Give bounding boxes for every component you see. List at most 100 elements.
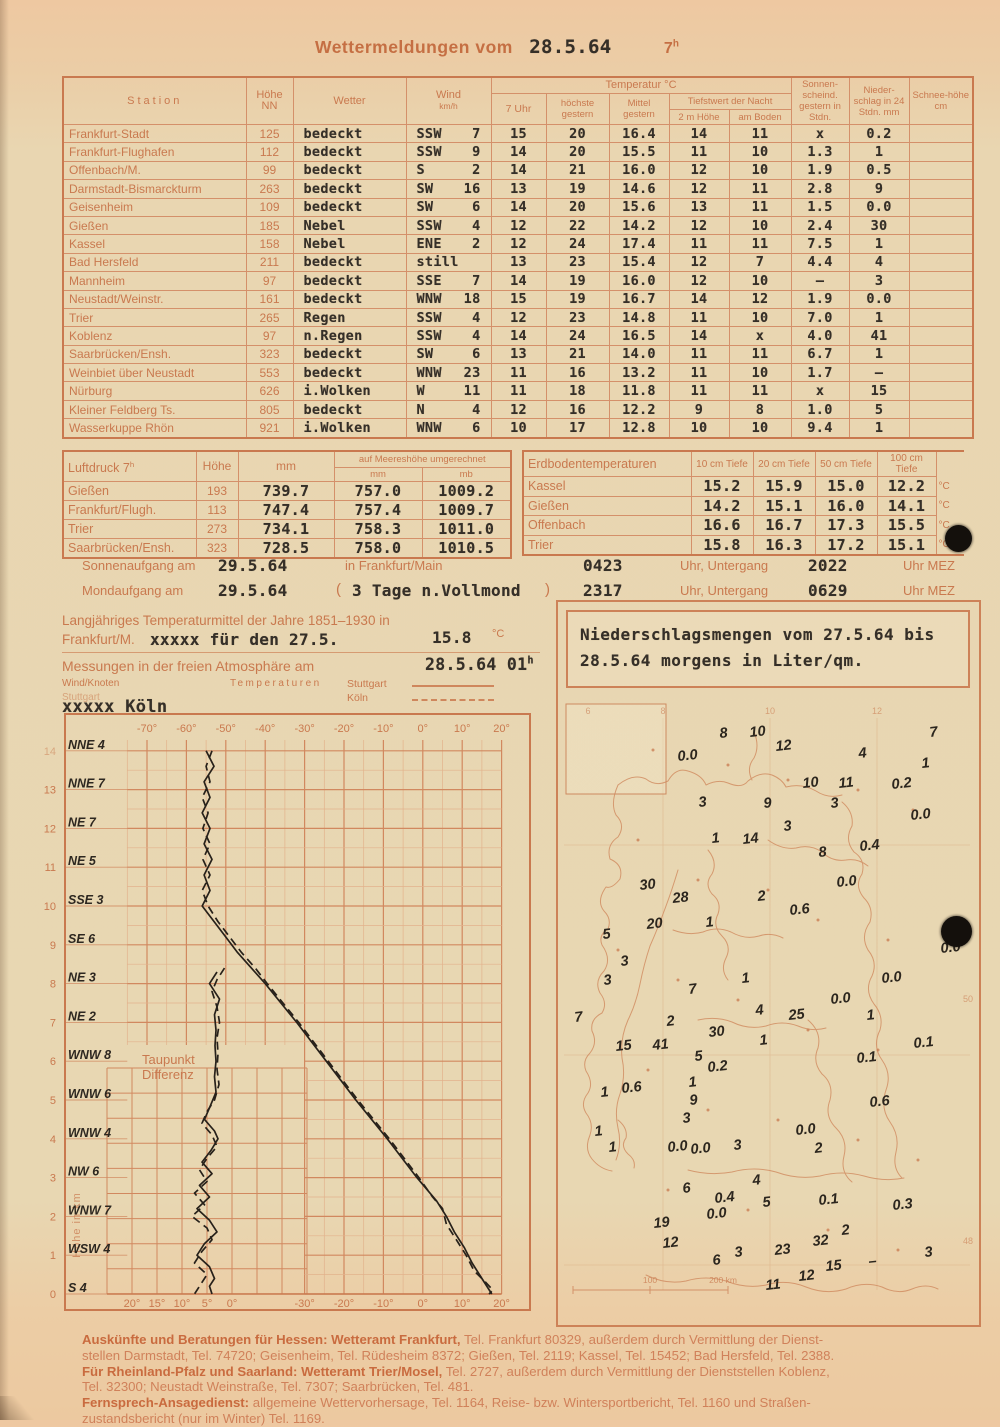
pressure-col-hoehe: Höhe xyxy=(195,450,239,482)
dew-axis-tick: 15° xyxy=(149,1298,166,1310)
pressure-row: Frankfurt/Flugh. 113 747.4 757.4 1009.7 xyxy=(62,500,512,520)
wind-direction: SW xyxy=(416,180,434,197)
freeatmo-label: Messungen in der freien Atmosphäre am xyxy=(62,658,315,674)
precip-value: 6 xyxy=(682,1180,693,1197)
snow-depth xyxy=(908,326,974,346)
col-sonnenschein: Sonnen-scheind. gestern in Stdn. xyxy=(790,76,850,125)
footer-bold-lead: Fernsprech-Ansagedienst: xyxy=(82,1395,250,1411)
temp-max: 21 xyxy=(545,160,610,181)
temp-mean: 12.2 xyxy=(608,399,670,420)
temp-min-ground: 10 xyxy=(728,160,792,181)
precipitation-mm: 5 xyxy=(848,399,910,420)
temp-min-2m: 12 xyxy=(668,252,730,273)
precip-value: 32 xyxy=(812,1232,830,1250)
height-km-tick: 11 xyxy=(45,862,56,874)
temp-7uhr: 12 xyxy=(490,215,547,236)
station-name: Nürburg xyxy=(62,381,247,401)
wind-direction: ENE xyxy=(416,236,442,253)
chart-axis-labels: -70° -60° -50° -40° -30° -20° -10° 0° 10° 20°20° 1… xyxy=(44,723,510,1310)
height-km-tick: 8 xyxy=(50,979,56,991)
climate-value: 15.8 xyxy=(432,628,472,647)
top-axis-tick: -20° xyxy=(334,723,354,735)
precip-value: 10 xyxy=(802,774,820,792)
taupunkt-label: Differenz xyxy=(142,1067,194,1082)
weather-condition: Nebel xyxy=(292,215,407,236)
pressure-mm: 734.1 xyxy=(237,519,335,539)
snow-depth xyxy=(908,344,974,365)
station-elevation: 263 xyxy=(245,179,294,199)
temp-7uhr: 13 xyxy=(490,252,547,273)
soil-20cm: 15.1 xyxy=(752,495,816,516)
snow-depth xyxy=(908,142,974,162)
wind-speed: 7 xyxy=(472,125,481,142)
temp-min-2m: 11 xyxy=(668,381,730,401)
dew-axis-tick: 10° xyxy=(174,1298,191,1310)
temp-axis-tick: -30° xyxy=(294,1298,314,1310)
wind-label: WNW 8 xyxy=(68,1048,111,1062)
chart-wind-labels: S 4 WSW 4 WNW 7 NW 6 WNW 4 WNW 6 WNW 8 NE 2 NE 3… xyxy=(68,738,112,1295)
precip-value: 14 xyxy=(742,830,760,848)
precip-value: 0.3 xyxy=(892,1196,914,1214)
moon-paren-open: ( xyxy=(336,581,341,598)
temp-7uhr: 15 xyxy=(490,123,547,144)
wind-cell: still xyxy=(405,252,492,273)
precip-value: 19 xyxy=(653,1214,671,1232)
temp-7uhr: 14 xyxy=(490,197,547,217)
temp-min-2m: 14 xyxy=(668,326,730,346)
top-axis-tick: 0° xyxy=(418,723,429,735)
footer-text-line: Tel. 32300; Neustadt Weinstraße, Tel. 73… xyxy=(82,1379,994,1395)
station-name: Neustadt/Weinstr. xyxy=(62,289,247,309)
col-schneehoehe: Schnee-höhe cm xyxy=(908,76,974,125)
climate-typed: xxxxx für den 27.5. xyxy=(150,630,339,649)
precip-value: 41 xyxy=(651,1036,670,1054)
title-hour: 7h xyxy=(663,38,679,57)
weather-row: Nürburg 626 i.Wolken W 11 11 18 11.8 11 11 x 15 xyxy=(62,381,974,401)
pressure-mm: 747.4 xyxy=(237,500,335,520)
wind-label: WNW 7 xyxy=(68,1203,112,1217)
soil-row: Trier 15.8 16.3 17.2 15.1 °C xyxy=(522,534,964,556)
temp-min-2m: 14 xyxy=(668,289,730,309)
precip-value: 3 xyxy=(924,1244,934,1261)
title-label: Wettermeldungen vom xyxy=(315,37,513,57)
wind-label: NW 6 xyxy=(68,1165,100,1179)
top-axis-tick: -40° xyxy=(255,723,275,735)
moon-mez-label: Uhr MEZ xyxy=(903,583,955,598)
snow-depth xyxy=(908,179,974,199)
soil-unit: °C xyxy=(938,500,950,512)
precip-value: 8 xyxy=(818,844,829,861)
station-elevation: 97 xyxy=(245,271,294,291)
sunshine-hours: 1.0 xyxy=(790,399,850,420)
pressure-mm: 728.5 xyxy=(237,538,335,559)
temp-min-2m: 12 xyxy=(668,160,730,181)
temp-mean: 15.4 xyxy=(608,252,670,273)
height-km-tick: 9 xyxy=(50,940,56,952)
col-wetter: Wetter xyxy=(292,76,407,125)
wind-direction: WNW xyxy=(416,419,442,436)
temp-7uhr: 14 xyxy=(490,271,547,291)
precip-value: 4 xyxy=(751,1172,762,1189)
weather-row: Mannheim 97 bedeckt SSE 7 14 19 16.0 12 10–3 xyxy=(62,271,974,291)
page-title: Wettermeldungen vom 28.5.64 7h xyxy=(315,36,679,58)
wind-cell: SW 6 xyxy=(405,344,492,365)
legend-koeln-label: Köln xyxy=(347,692,369,704)
height-km-tick: 14 xyxy=(44,746,56,758)
wind-speed: 6 xyxy=(472,346,481,363)
height-km-tick: 1 xyxy=(50,1250,56,1262)
soil-row: Offenbach 16.6 16.7 17.3 15.5 °C xyxy=(522,515,964,536)
soil-100cm: 15.5 xyxy=(876,515,937,536)
temp-mean: 14.2 xyxy=(608,215,670,236)
station-name: Kleiner Feldberg Ts. xyxy=(62,399,247,420)
sunset-label: Uhr, Untergang xyxy=(680,558,769,573)
station-elevation: 211 xyxy=(245,252,294,273)
temp-min-2m: 11 xyxy=(668,307,730,328)
wind-speed: 6 xyxy=(472,419,481,436)
soil-50cm: 17.2 xyxy=(814,534,878,556)
col-wind-label: Wind xyxy=(435,89,462,101)
pressure-sea-mm: 757.4 xyxy=(333,500,423,520)
precip-value: 15 xyxy=(825,1257,844,1275)
precip-value: 6 xyxy=(712,1252,723,1269)
soil-col-50cm: 50 cm Tiefe xyxy=(814,450,878,477)
precip-value: 0.4 xyxy=(714,1189,736,1207)
soil-row: Kassel 15.2 15.9 15.0 12.2 °C xyxy=(522,476,964,497)
moonrise-date: 29.5.64 xyxy=(218,581,288,600)
